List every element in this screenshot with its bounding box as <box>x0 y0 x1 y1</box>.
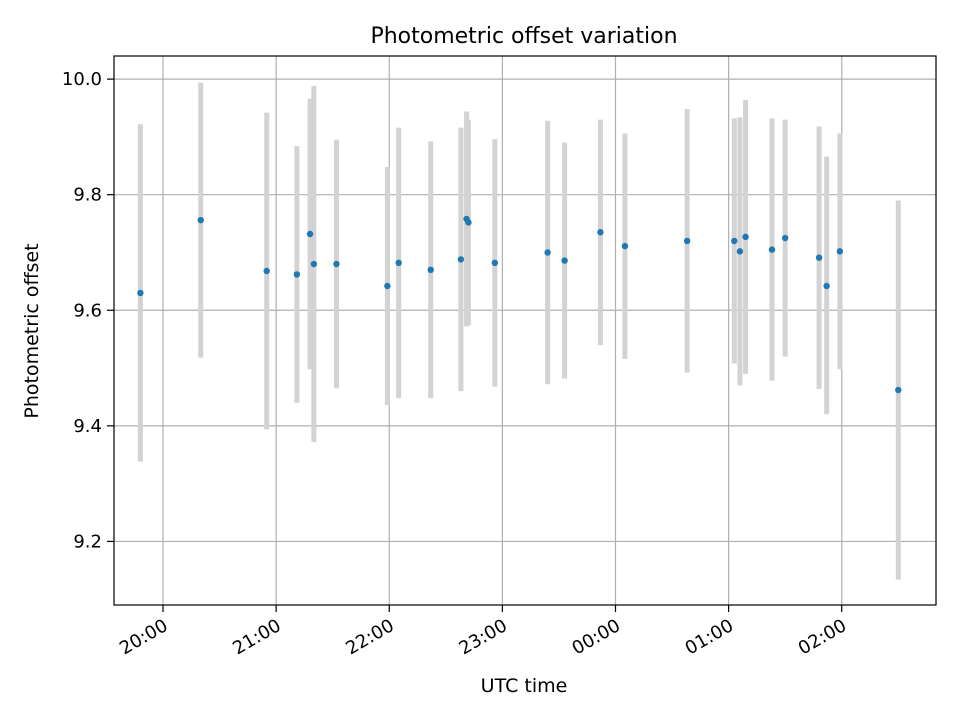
data-point <box>197 216 204 224</box>
data-point <box>263 267 270 275</box>
y-axis-ticks: 9.2 9.4 9.6 9.8 10.0 <box>62 69 114 552</box>
data-point <box>310 260 318 268</box>
data-point <box>395 259 402 267</box>
data-point <box>781 234 789 242</box>
data-point <box>465 219 472 226</box>
data-point <box>597 229 604 236</box>
data-point <box>544 249 551 256</box>
data-point <box>823 282 830 290</box>
data-point <box>683 237 691 245</box>
data-point <box>427 266 434 274</box>
y-tick-label: 9.8 <box>73 185 102 206</box>
data-point <box>736 248 744 255</box>
data-point <box>815 254 823 261</box>
grid-lines <box>114 56 936 605</box>
data-point <box>384 282 391 290</box>
data-points <box>137 215 902 394</box>
data-point <box>731 237 738 245</box>
data-point <box>137 289 144 297</box>
data-point <box>293 271 301 278</box>
data-point <box>768 246 776 253</box>
y-tick-label: 9.4 <box>73 416 102 437</box>
data-point <box>621 242 629 250</box>
y-tick-label: 9.2 <box>73 531 102 552</box>
data-point <box>457 256 465 263</box>
y-tick-label: 9.6 <box>73 300 102 321</box>
data-point <box>561 257 568 264</box>
data-point <box>491 259 499 267</box>
data-point <box>306 230 314 238</box>
y-axis-label: Photometric offset <box>21 243 43 418</box>
data-point <box>742 233 749 241</box>
data-point <box>333 260 340 268</box>
x-axis-label: UTC time <box>481 675 568 697</box>
y-tick-label: 10.0 <box>62 69 102 90</box>
plot-frame <box>113 55 937 606</box>
chart-title: Photometric offset variation <box>370 24 677 49</box>
data-point <box>836 248 844 255</box>
data-point <box>895 386 902 394</box>
